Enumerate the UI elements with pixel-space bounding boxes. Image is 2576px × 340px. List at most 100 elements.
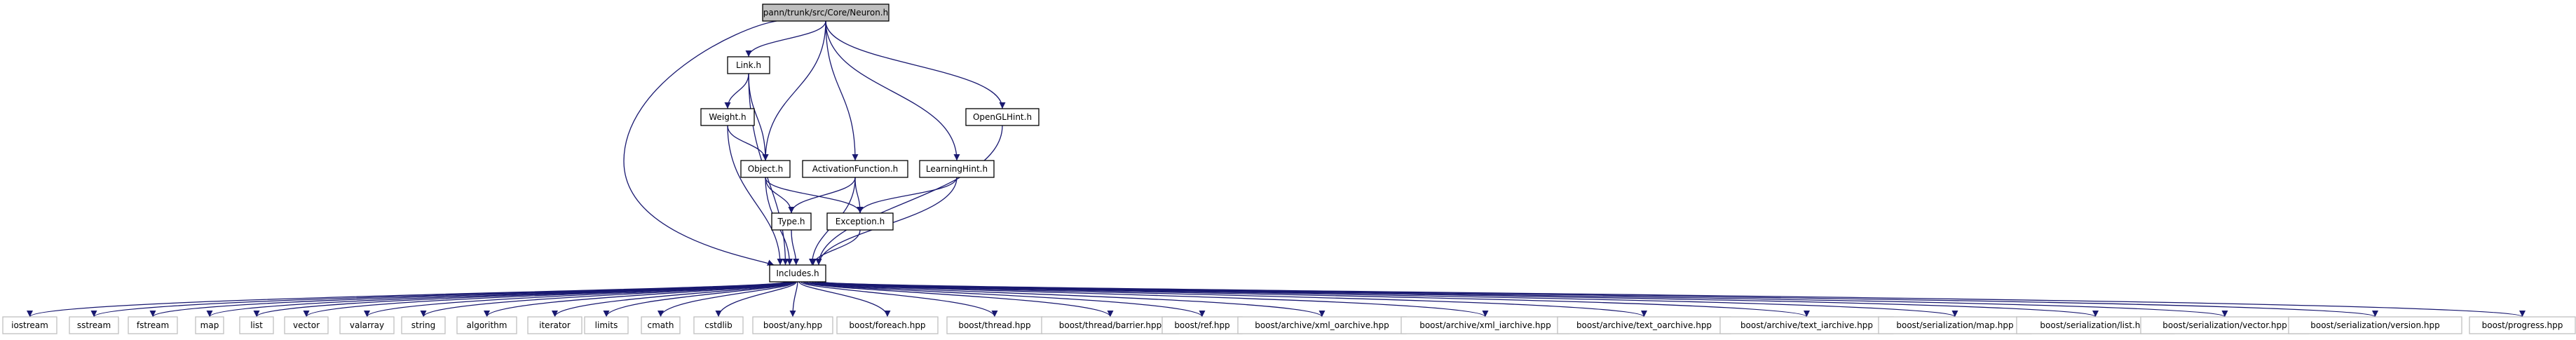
node-label: boost/archive/text_iarchive.hpp [1740, 320, 1873, 330]
node-label: Link.h [736, 60, 761, 70]
node-xmlo: boost/archive/xml_oarchive.hpp [1237, 316, 1407, 334]
node-iostream: iostream [2, 316, 57, 334]
edge-root-to-object [762, 20, 826, 161]
node-includes[interactable]: Includes.h [769, 264, 826, 283]
edge-includes-to-xmlo [805, 281, 1326, 318]
node-box [2140, 316, 2310, 334]
node-label: iostream [11, 320, 48, 330]
node-activation[interactable]: ActivationFunction.h [802, 160, 908, 178]
node-label: boost/archive/xml_iarchive.hpp [1419, 320, 1551, 330]
node-label: Type.h [777, 217, 805, 226]
node-label: boost/archive/xml_oarchive.hpp [1255, 320, 1389, 330]
node-box [769, 264, 826, 283]
node-opengl[interactable]: OpenGLHint.h [965, 108, 1040, 126]
node-box [128, 316, 178, 334]
node-any: boost/any.hpp [752, 316, 833, 334]
node-label: boost/foreach.hpp [849, 320, 925, 330]
node-label: vector [293, 320, 320, 330]
node-box [836, 316, 939, 334]
edge-weight-to-includes [727, 125, 784, 266]
node-link[interactable]: Link.h [727, 56, 770, 74]
node-texto: boost/archive/text_oarchive.hpp [1557, 316, 1731, 334]
node-box [641, 316, 681, 334]
edge-includes-to-string [420, 281, 792, 318]
node-label: valarray [350, 320, 384, 330]
node-label: boost/ref.hpp [1174, 320, 1229, 330]
edge-includes-to-any [789, 281, 798, 318]
edge-includes-to-barrier [802, 281, 1114, 318]
node-learning[interactable]: LearningHint.h [919, 160, 995, 178]
node-list: list [239, 316, 274, 334]
node-label: Includes.h [776, 268, 819, 278]
node-label: LearningHint.h [926, 164, 988, 174]
edge-includes-to-cmath [657, 281, 796, 318]
node-sermap: boost/serialization/map.hpp [1878, 316, 2032, 334]
node-box [826, 212, 894, 231]
edge-weight-to-object [727, 125, 769, 161]
node-label: limits [595, 320, 618, 330]
node-fstream: fstream [128, 316, 178, 334]
node-box [1557, 316, 1731, 334]
edge-opengl-to-includes [815, 125, 1003, 266]
node-algorithm: algorithm [456, 316, 517, 334]
node-object[interactable]: Object.h [740, 160, 791, 178]
node-label: string [411, 320, 435, 330]
node-box [1237, 316, 1407, 334]
node-texti: boost/archive/text_iarchive.hpp [1719, 316, 1894, 334]
edge-root-to-opengl [825, 20, 1006, 109]
node-label: boost/archive/text_oarchive.hpp [1576, 320, 1712, 330]
edge-link-to-weight [724, 73, 749, 109]
node-label: iterator [539, 320, 571, 330]
node-weight[interactable]: Weight.h [700, 108, 755, 126]
node-ref: boost/ref.hpp [1161, 316, 1243, 334]
node-label: boost/progress.hpp [2482, 320, 2563, 330]
node-cmath: cmath [641, 316, 681, 334]
node-type[interactable]: Type.h [771, 212, 812, 231]
edge-includes-to-xmli [808, 281, 1489, 318]
node-box [456, 316, 517, 334]
node-label: boost/serialization/map.hpp [1896, 320, 2013, 330]
node-box [700, 108, 755, 126]
node-box [919, 160, 995, 178]
node-vector: vector [284, 316, 329, 334]
node-sstream: sstream [69, 316, 119, 334]
edge-object-to-exception [765, 177, 864, 214]
node-valarray: valarray [339, 316, 395, 334]
edge-includes-to-thread [800, 281, 998, 318]
node-label: boost/any.hpp [763, 320, 822, 330]
node-xmli: boost/archive/xml_iarchive.hpp [1401, 316, 1570, 334]
node-box [946, 316, 1043, 334]
node-label: boost/serialization/list.hpp [2040, 320, 2151, 330]
edge-includes-to-sstream [90, 281, 786, 318]
node-progress: boost/progress.hpp [2469, 316, 2576, 334]
edge-includes-to-iostream [27, 281, 786, 318]
edge-includes-to-algorithm [484, 281, 793, 318]
node-cstdlib: cstdlib [693, 316, 744, 334]
node-box [584, 316, 629, 334]
node-thread: boost/thread.hpp [946, 316, 1043, 334]
node-label: Exception.h [836, 217, 885, 226]
node-root[interactable]: pann/trunk/src/Core/Neuron.h [762, 4, 890, 22]
node-box [771, 212, 812, 231]
node-label: cstdlib [704, 320, 732, 330]
edge-includes-to-cstdlib [715, 281, 797, 318]
node-label: Weight.h [709, 112, 746, 122]
edge-type-to-includes [791, 229, 800, 266]
node-box [239, 316, 274, 334]
node-box [527, 316, 582, 334]
node-box [1719, 316, 1894, 334]
node-servector: boost/serialization/vector.hpp [2140, 316, 2310, 334]
node-iterator: iterator [527, 316, 582, 334]
node-box [69, 316, 119, 334]
node-box [740, 160, 791, 178]
node-label: boost/serialization/version.hpp [2310, 320, 2440, 330]
node-exception[interactable]: Exception.h [826, 212, 894, 231]
node-box [693, 316, 744, 334]
node-label: cmath [648, 320, 674, 330]
edge-root-to-activation [825, 20, 859, 161]
node-label: Object.h [748, 164, 784, 174]
edge-includes-to-iterator [552, 281, 794, 318]
node-label: boost/serialization/vector.hpp [2162, 320, 2287, 330]
edge-includes-to-progress [824, 281, 2526, 318]
